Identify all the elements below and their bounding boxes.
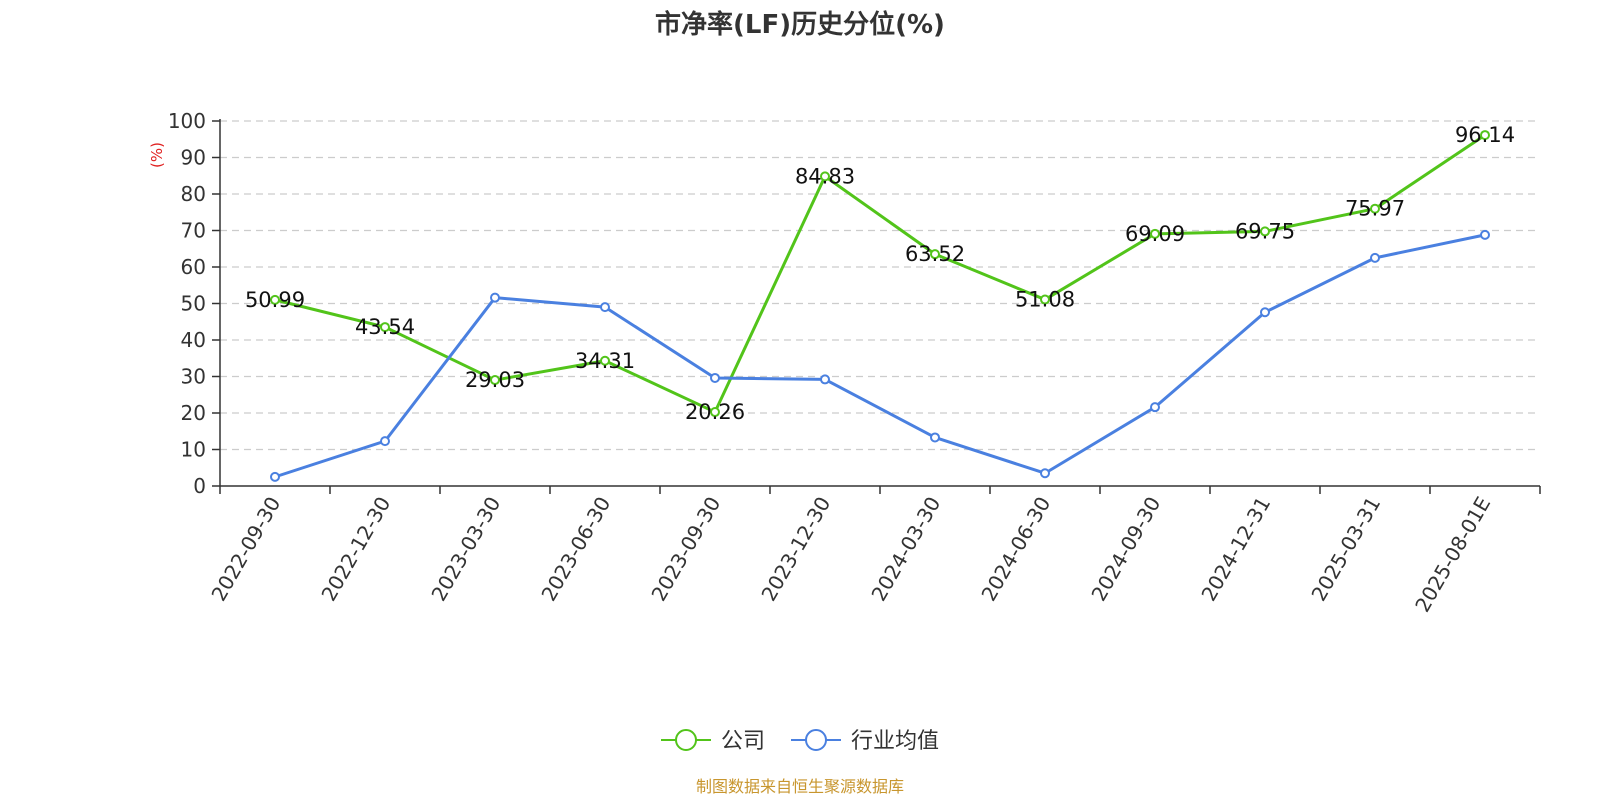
data-point-company [270, 294, 280, 305]
legend[interactable]: 公司 行业均值 [661, 729, 939, 754]
data-point-company [710, 407, 720, 418]
x-tick-label: 2024-12-31 [1196, 493, 1275, 606]
y-tick-label: 70 [181, 219, 206, 243]
data-label-company: 29.03 [465, 368, 525, 392]
data-point-company [820, 171, 830, 182]
data-point-industry-average [380, 436, 390, 447]
data-label-company: 84.83 [795, 164, 855, 188]
series-line-industry-average [274, 233, 1486, 479]
x-tick-label: 2025-03-31 [1306, 493, 1385, 606]
data-label-company: 51.08 [1015, 288, 1075, 312]
y-axis-unit-label: (%) [148, 142, 166, 168]
y-tick-label: 20 [181, 401, 206, 425]
data-point-company [490, 375, 500, 386]
x-tick-label: 2023-09-30 [646, 493, 725, 606]
data-point-industry-average [1370, 252, 1380, 263]
y-tick-label: 100 [168, 109, 206, 133]
data-label-company: 20.26 [685, 400, 745, 424]
y-tick-label: 90 [181, 146, 206, 170]
x-tick-label: 2025-08-01E [1410, 493, 1495, 617]
y-tick-label: 60 [181, 255, 206, 279]
data-point-company [380, 322, 390, 333]
y-tick-label: 0 [193, 474, 206, 498]
data-label-company: 34.31 [575, 349, 635, 373]
grid-lines [220, 120, 1540, 451]
legend-company-label: 公司 [721, 729, 765, 754]
data-point-industry-average [600, 302, 610, 313]
x-tick-label: 2023-06-30 [536, 493, 615, 606]
data-point-industry-average [1150, 402, 1160, 413]
data-label-company: 75.97 [1345, 197, 1405, 221]
source-note: 制图数据来自恒生聚源数据库 [696, 777, 904, 796]
data-labels: 50.99 43.54 29.03 34.31 20.26 84.83 63.52 51.08… [245, 123, 1515, 424]
data-point-industry-average [1480, 229, 1490, 240]
legend-company-marker-icon [675, 729, 697, 751]
data-point-company [1260, 226, 1270, 237]
data-point-company [600, 355, 610, 366]
data-point-industry-average [490, 292, 500, 303]
x-tick-label: 2023-03-30 [426, 493, 505, 606]
data-point-company [1150, 228, 1160, 239]
x-tick-label: 2024-09-30 [1086, 493, 1165, 606]
y-tick-label: 10 [181, 438, 206, 462]
data-point-industry-average [1260, 307, 1270, 318]
data-label-company: 50.99 [245, 288, 305, 312]
data-point-industry-average [710, 372, 720, 383]
legend-industry-label: 行业均值 [851, 729, 939, 754]
data-label-company: 69.09 [1125, 222, 1185, 246]
x-tick-label: 2023-12-30 [756, 493, 835, 606]
data-label-company: 69.75 [1235, 219, 1295, 243]
legend-item-company[interactable]: 公司 [661, 729, 765, 754]
data-point-company [1370, 203, 1380, 214]
legend-item-industry-average[interactable]: 行业均值 [791, 729, 939, 754]
x-tick-label: 2022-09-30 [206, 493, 285, 606]
data-label-company: 63.52 [905, 242, 965, 266]
data-label-company: 96.14 [1455, 123, 1515, 147]
y-tick-label: 50 [181, 292, 206, 316]
data-point-company [1040, 294, 1050, 305]
data-point-industry-average [930, 432, 940, 443]
data-point-company [1480, 130, 1490, 141]
series-line-company [274, 133, 1486, 414]
legend-industry-marker-icon [805, 729, 827, 751]
data-point-industry-average [820, 374, 830, 385]
y-tick-label: 40 [181, 328, 206, 352]
chart-title: 市净率(LF)历史分位(%) [655, 9, 945, 40]
x-tick-label: 2024-06-30 [976, 493, 1055, 606]
y-tick-label: 80 [181, 182, 206, 206]
series-lines [270, 130, 1490, 482]
data-point-company [930, 249, 940, 260]
y-tick-label: 30 [181, 365, 206, 389]
data-label-company: 43.54 [355, 315, 415, 339]
data-point-industry-average [1040, 468, 1050, 479]
data-point-industry-average [270, 471, 280, 482]
x-tick-label: 2022-12-30 [316, 493, 395, 606]
x-tick-label: 2024-03-30 [866, 493, 945, 606]
